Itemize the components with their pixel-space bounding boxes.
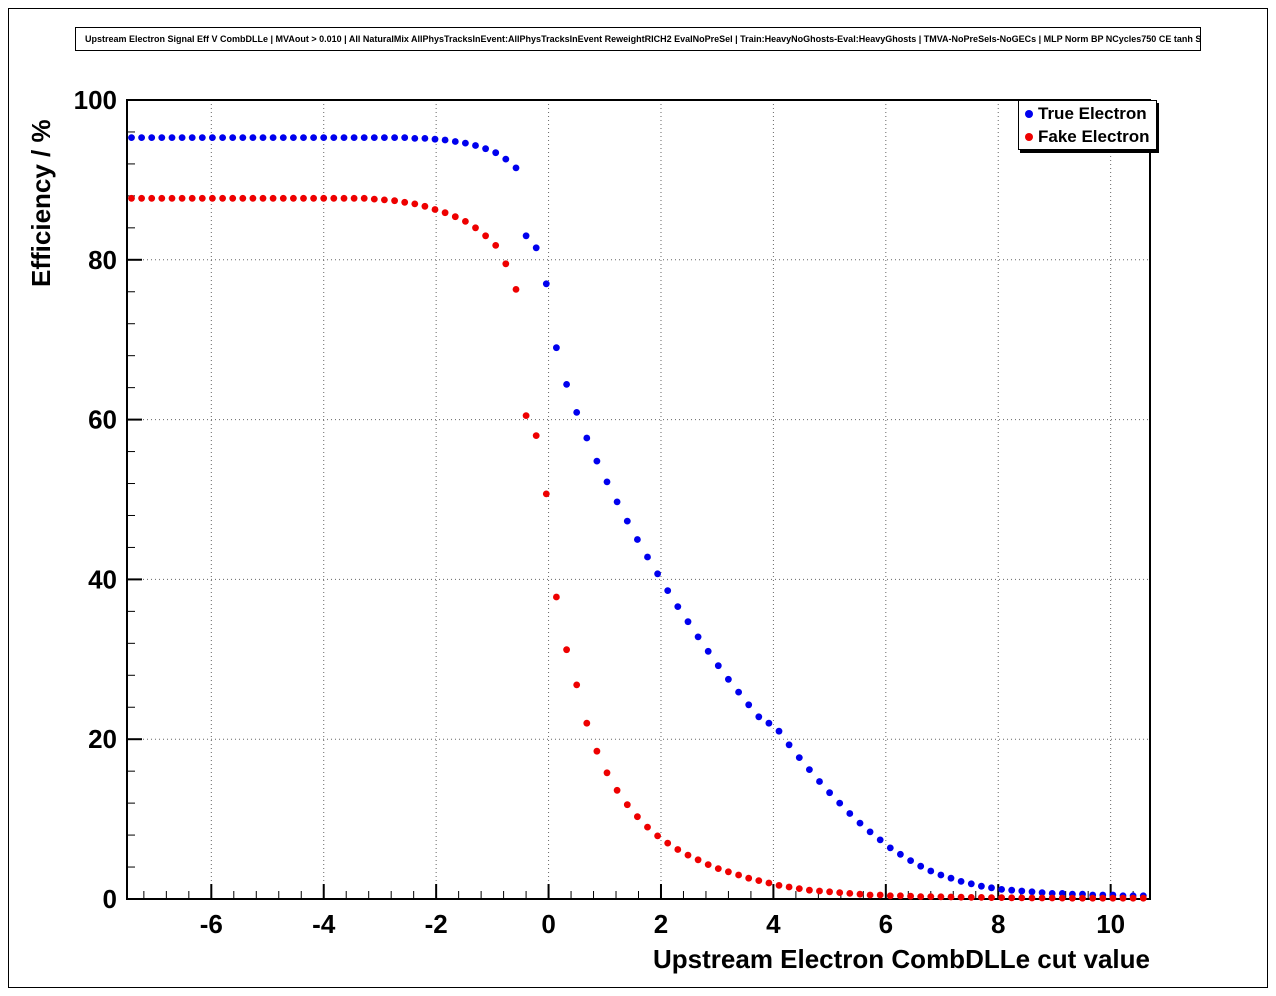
plot-frame bbox=[126, 99, 1151, 900]
x-axis-label: Upstream Electron CombDLLe cut value bbox=[653, 944, 1150, 974]
x-tick-label: 8 bbox=[991, 909, 1005, 939]
x-tick-label: 2 bbox=[654, 909, 668, 939]
legend-label-fake-electron: Fake Electron bbox=[1038, 126, 1150, 146]
axis-ticks bbox=[127, 99, 1134, 900]
y-tick-label: 20 bbox=[88, 724, 117, 754]
fake-electron-marker-icon bbox=[1025, 132, 1033, 141]
plot-title: Upstream Electron Signal Eff V CombDLLe … bbox=[75, 27, 1201, 51]
y-tick-label: 40 bbox=[88, 564, 117, 594]
series-points-fake-electron bbox=[128, 194, 1147, 902]
x-tick-label: -4 bbox=[312, 909, 336, 939]
legend-label-true-electron: True Electron bbox=[1038, 103, 1147, 123]
legend-item-fake-electron: Fake Electron bbox=[1019, 125, 1156, 148]
grid-lines bbox=[127, 100, 1150, 899]
y-tick-label: 60 bbox=[88, 405, 117, 435]
x-tick-label: 4 bbox=[766, 909, 781, 939]
y-axis-label: Efficiency / % bbox=[26, 119, 56, 287]
series-points-true-electron bbox=[128, 134, 1147, 900]
x-tick-label: 6 bbox=[879, 909, 893, 939]
x-tick-label: 0 bbox=[541, 909, 555, 939]
x-tick-label: 10 bbox=[1096, 909, 1125, 939]
y-tick-label: 0 bbox=[103, 884, 117, 914]
legend: True Electron Fake Electron bbox=[1018, 100, 1157, 150]
x-tick-label: -2 bbox=[425, 909, 448, 939]
true-electron-marker-icon bbox=[1025, 109, 1033, 118]
x-tick-label: -6 bbox=[200, 909, 223, 939]
y-tick-label: 100 bbox=[74, 85, 117, 115]
y-tick-label: 80 bbox=[88, 245, 117, 275]
legend-item-true-electron: True Electron bbox=[1019, 102, 1156, 125]
